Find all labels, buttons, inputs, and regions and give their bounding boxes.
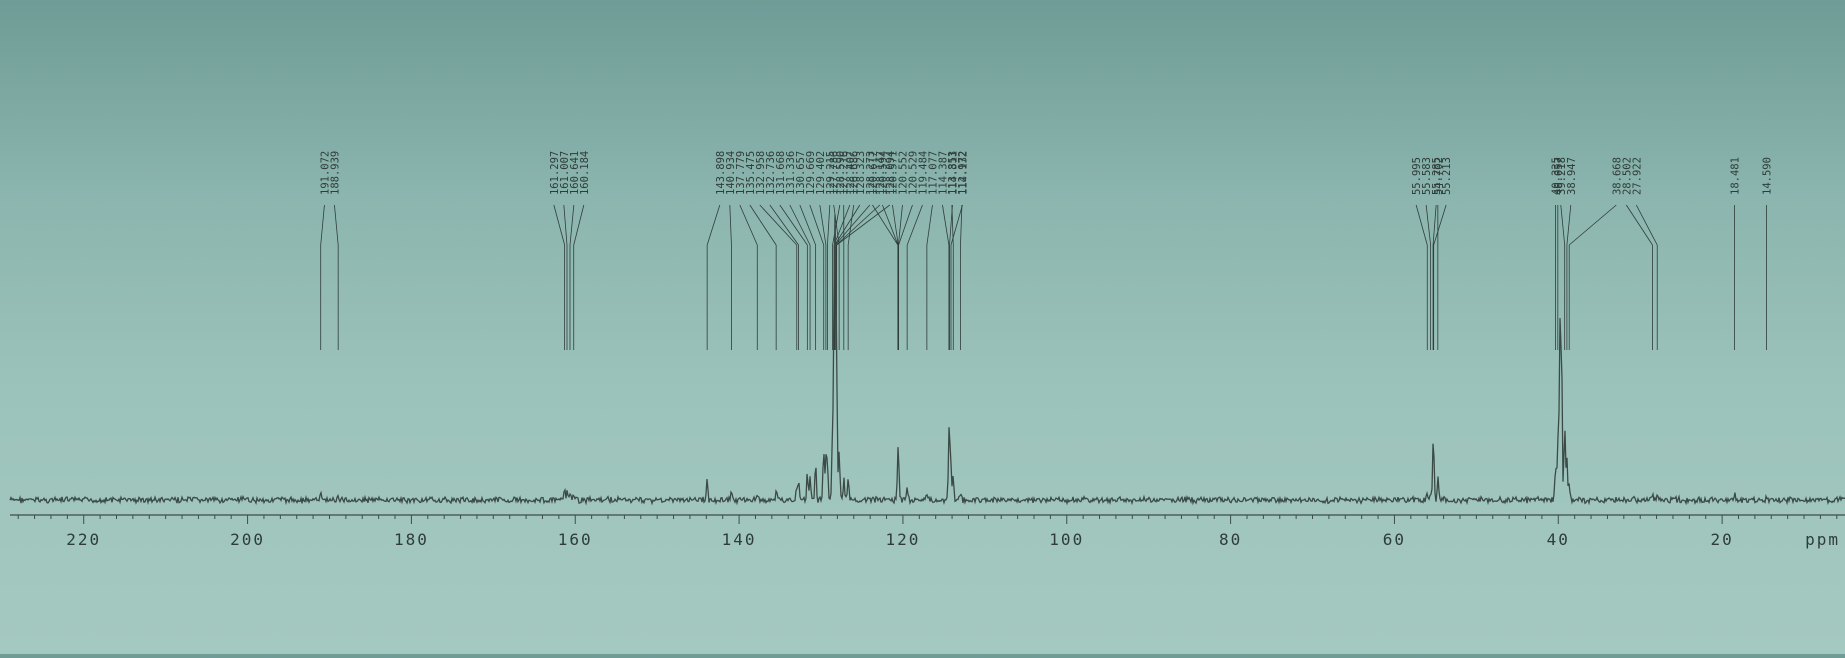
peak-leader-line bbox=[564, 205, 567, 245]
peak-leader-line bbox=[907, 205, 922, 245]
peak-leader-line bbox=[707, 205, 720, 245]
peak-leader-line bbox=[730, 205, 732, 245]
peak-leader-line bbox=[750, 205, 776, 245]
peak-leader-line bbox=[790, 205, 810, 245]
peak-leader-line bbox=[820, 205, 826, 245]
peak-label: 38.947 bbox=[1566, 157, 1578, 195]
x-tick-label: 120 bbox=[885, 530, 920, 549]
peak-label: 126.686 bbox=[849, 151, 861, 195]
peak-leader-line bbox=[574, 205, 584, 245]
peak-leader-line bbox=[1561, 205, 1565, 245]
peak-label: 160.184 bbox=[579, 151, 591, 195]
peak-leader-line bbox=[1416, 205, 1427, 245]
x-axis-unit-label: ppm bbox=[1805, 530, 1840, 549]
peak-label: 27.922 bbox=[1631, 157, 1643, 195]
x-tick-label: 40 bbox=[1547, 530, 1570, 549]
peak-leader-line bbox=[800, 205, 816, 245]
peak-leader-line bbox=[837, 205, 890, 245]
spectrum-trace-group bbox=[10, 215, 1845, 504]
peak-leader-line bbox=[1569, 205, 1616, 245]
x-tick-label: 200 bbox=[230, 530, 265, 549]
x-tick-label: 180 bbox=[394, 530, 429, 549]
peak-leader-line bbox=[836, 205, 880, 245]
peak-leader-line bbox=[740, 205, 757, 245]
x-axis: 220 200 180 160 140 120 100 80 60 40 20 ppm bbox=[10, 515, 1845, 549]
peak-leader-line bbox=[1567, 205, 1571, 245]
peak-label: 14.590 bbox=[1761, 157, 1773, 195]
peak-leader-line bbox=[554, 205, 565, 245]
peak-label: 18.481 bbox=[1730, 157, 1742, 195]
spectrum-trace bbox=[10, 215, 1845, 504]
x-tick-label: 140 bbox=[722, 530, 757, 549]
peak-leader-line bbox=[810, 205, 824, 245]
x-tick-label: 80 bbox=[1219, 530, 1242, 549]
peak-leader-line bbox=[827, 205, 829, 245]
x-tick-label: 20 bbox=[1710, 530, 1733, 549]
peak-marker-lines bbox=[321, 245, 1767, 350]
peak-leader-lines bbox=[321, 205, 1767, 245]
peak-leader-line bbox=[1426, 205, 1430, 245]
peak-leader-line bbox=[321, 205, 325, 245]
peak-leader-line bbox=[927, 205, 933, 245]
peak-leader-line bbox=[942, 205, 948, 245]
x-tick-label: 60 bbox=[1383, 530, 1406, 549]
x-tick-label: 100 bbox=[1049, 530, 1084, 549]
peak-leader-line bbox=[334, 205, 338, 245]
peak-label: 54.702 bbox=[1433, 157, 1445, 195]
x-tick-label: 220 bbox=[66, 530, 101, 549]
peak-leader-line bbox=[760, 205, 797, 245]
x-tick-label: 160 bbox=[558, 530, 593, 549]
peak-label: 188.939 bbox=[329, 151, 341, 195]
peak-leader-line bbox=[570, 205, 574, 245]
peak-label: 112.972 bbox=[957, 151, 969, 195]
